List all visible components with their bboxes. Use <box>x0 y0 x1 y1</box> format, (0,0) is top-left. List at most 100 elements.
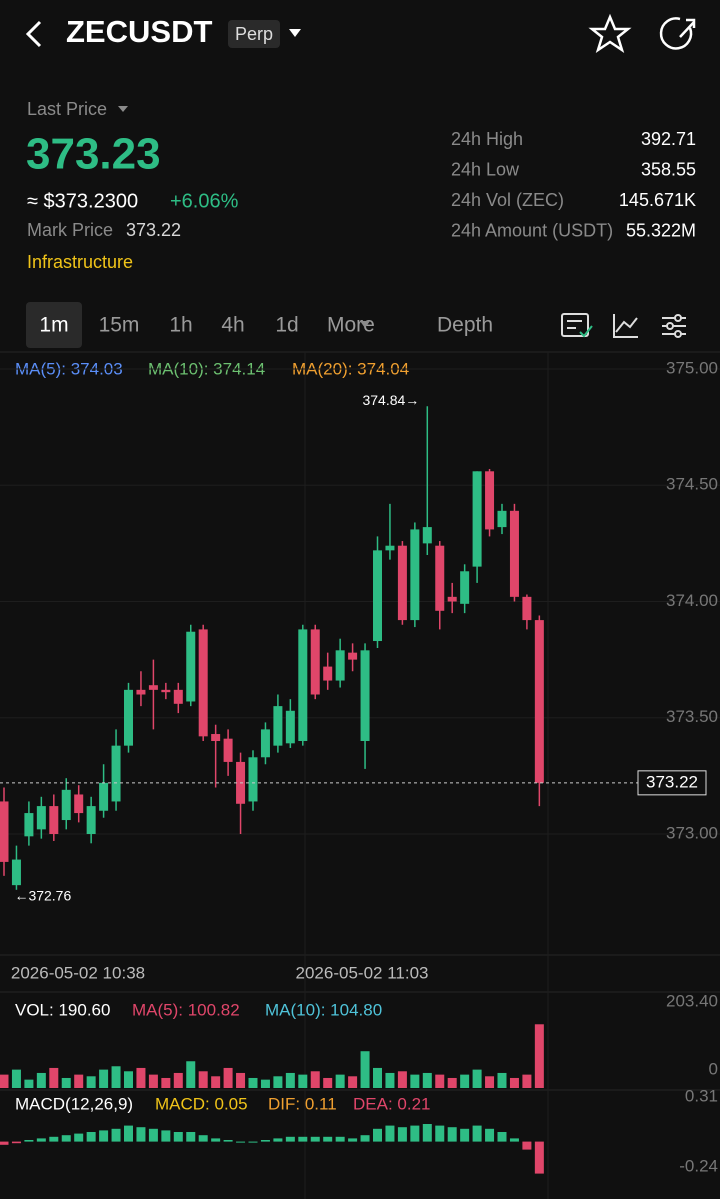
candle-body <box>74 794 84 814</box>
last-price: 373.23 <box>26 130 161 179</box>
indicator-check <box>579 325 593 338</box>
volume-bar <box>509 1077 519 1088</box>
candle-body <box>410 529 420 621</box>
tab[interactable]: More <box>327 314 375 337</box>
macd-bar <box>124 1125 133 1142</box>
volume-bar <box>285 1072 295 1088</box>
volume-bar <box>348 1076 358 1088</box>
tab-selected-bg <box>26 302 82 348</box>
candle-body <box>260 729 270 758</box>
macd-bar <box>161 1130 171 1142</box>
y-tick-label: 374.50 <box>666 475 718 494</box>
macd-bar <box>485 1128 495 1142</box>
macd-bar <box>509 1138 519 1142</box>
vol-tick-label: 0 <box>709 1059 718 1078</box>
candle-body <box>422 527 432 544</box>
volume-bar <box>410 1074 420 1088</box>
y-tick-label: 375.00 <box>666 358 718 377</box>
macd-bar <box>111 1128 121 1142</box>
macd-bar <box>435 1125 445 1142</box>
stats: 24h High 392.71 24h Low 358.55 24h Vol (ZEC)… <box>451 129 696 241</box>
macd-tick-label: 0.31 <box>685 1086 718 1105</box>
candle-body <box>285 710 295 744</box>
volume-bar <box>136 1067 146 1088</box>
last-price-label: Last Price <box>27 99 107 119</box>
volume-bar <box>111 1066 121 1088</box>
symbol-dropdown[interactable] <box>289 29 301 37</box>
volume-bar <box>124 1071 133 1088</box>
indicator-icon[interactable] <box>561 313 589 337</box>
tab[interactable]: 4h <box>221 314 244 337</box>
candle-body <box>397 545 407 621</box>
more-dropdown[interactable] <box>360 321 370 328</box>
high-label: 374.84→ <box>362 392 419 408</box>
low-label: ←372.76 <box>14 888 71 904</box>
candle-body <box>49 806 59 834</box>
indicator-lines <box>567 320 582 329</box>
chart-type-icon[interactable] <box>613 314 638 338</box>
volume-bar <box>236 1072 246 1088</box>
tab[interactable]: 1h <box>169 314 192 337</box>
macd-legend: MACD(12,26,9) <box>15 1094 133 1113</box>
x-tick-label: 2026-05-02 11:03 <box>296 963 429 982</box>
macd-bar <box>298 1136 308 1142</box>
change: +6.06% <box>170 190 239 212</box>
favorite-button[interactable] <box>588 13 632 53</box>
macd-bar <box>260 1140 270 1142</box>
macd-bar <box>285 1136 295 1142</box>
volume-bar <box>422 1072 432 1088</box>
candle-body <box>111 745 121 802</box>
stat-label: 24h High <box>451 129 523 149</box>
tab[interactable]: 1d <box>275 314 298 337</box>
back-button[interactable] <box>25 20 42 48</box>
volume-bar <box>260 1079 270 1088</box>
candle-body <box>11 859 21 886</box>
share-arrow <box>679 18 696 38</box>
volume-bar <box>161 1077 171 1088</box>
volume-bar <box>534 1024 544 1088</box>
share-button[interactable] <box>659 17 693 50</box>
vol-legend: MA(10): 104.80 <box>265 1000 382 1019</box>
volume-bar <box>24 1079 34 1088</box>
tab[interactable]: Depth <box>437 314 493 337</box>
toolbar-icons <box>561 313 686 338</box>
macd-bar <box>335 1136 345 1142</box>
volume-bar <box>0 1074 9 1088</box>
candle-body <box>161 689 171 693</box>
badge: Perp <box>235 24 273 44</box>
macd-bar <box>61 1135 71 1142</box>
macd-bar <box>0 1141 9 1145</box>
sector-tag[interactable]: Infrastructure <box>27 252 133 272</box>
badge-bg <box>228 20 280 48</box>
settings-knob <box>674 314 682 322</box>
candle-body <box>373 550 382 642</box>
tab[interactable]: 1m <box>39 314 68 337</box>
tab[interactable]: 15m <box>99 314 140 337</box>
candle-body <box>509 510 519 597</box>
volume-bar <box>472 1069 482 1088</box>
candle-body <box>447 596 457 602</box>
volume-bar <box>273 1076 283 1088</box>
volume-bar <box>485 1076 495 1088</box>
settings-knob <box>674 330 682 338</box>
macd-bar <box>136 1127 146 1142</box>
stat-label: 24h Low <box>451 159 520 179</box>
candle-body <box>323 666 333 681</box>
stat-value: 55.322M <box>626 220 696 240</box>
vol-tick-label: 203.40 <box>666 991 718 1010</box>
current-price-box <box>637 770 707 796</box>
macd-bar <box>36 1138 46 1142</box>
macd-bar <box>248 1141 258 1143</box>
candle-body <box>0 801 9 862</box>
candle-body <box>36 806 46 830</box>
tabs: 1m 15m 1h 4h 1d More Depth <box>39 314 493 337</box>
macd-bar <box>410 1125 420 1142</box>
macd-bar <box>310 1136 320 1142</box>
volume-bar <box>99 1069 109 1088</box>
candle-body <box>273 706 283 746</box>
y-tick-label: 373.50 <box>666 707 718 726</box>
price-dropdown[interactable] <box>118 106 128 112</box>
mark-price: 373.22 <box>126 220 181 240</box>
macd-legend: DIF: 0.11 <box>268 1094 337 1113</box>
candle-body <box>211 734 221 741</box>
